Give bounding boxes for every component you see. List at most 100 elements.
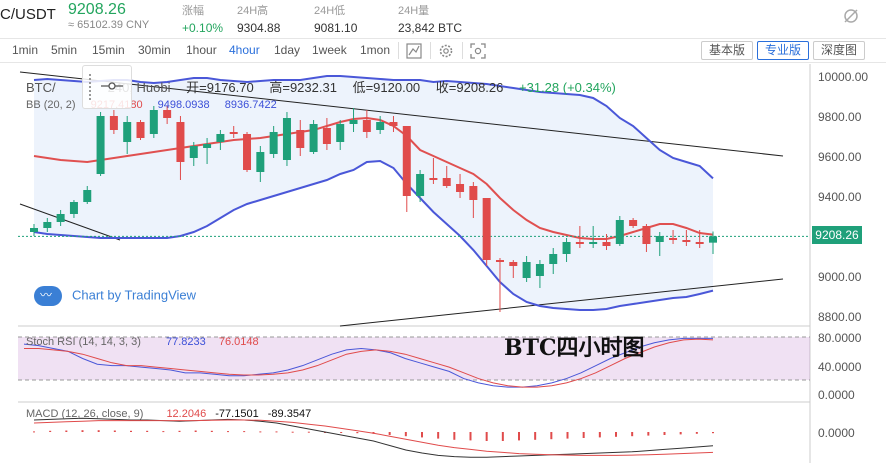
- tf-1hour[interactable]: 1hour: [186, 43, 217, 57]
- candle-body: [256, 152, 265, 172]
- legend-high: 高=9232.31: [269, 80, 337, 95]
- macd-histogram-bar: [388, 432, 391, 435]
- macd-histogram-bar: [437, 432, 440, 439]
- candle-body: [322, 128, 331, 144]
- tf-1day[interactable]: 1day: [274, 43, 301, 57]
- candle-body: [123, 122, 132, 142]
- tf-1mon[interactable]: 1mon: [360, 43, 391, 57]
- candle-body: [709, 236, 717, 243]
- macd-histogram-bar: [178, 430, 181, 432]
- depth-chart-button[interactable]: 深度图: [813, 41, 866, 60]
- bollinger-band-fill: [34, 76, 713, 310]
- tf-5min[interactable]: 5min: [51, 43, 78, 57]
- cny-price: ≈ 65102.39 CNY: [68, 19, 150, 31]
- candle-body: [189, 146, 198, 158]
- macd-histogram-bar: [146, 430, 149, 432]
- toolbar-divider: [398, 42, 399, 59]
- stat-low-label: 24H低: [314, 5, 346, 17]
- candle-body: [549, 254, 558, 264]
- candle-body: [362, 120, 371, 132]
- tf-30min[interactable]: 30min: [138, 43, 171, 57]
- ticker-header: C/USDT 9208.26 ≈ 65102.39 CNY 涨幅 +0.10% …: [0, 0, 886, 38]
- macd-legend: MACD (12, 26, close, 9) 12.2046 -77.1501…: [26, 408, 311, 420]
- candle-body: [429, 178, 438, 180]
- candle-body: [216, 134, 225, 142]
- stoch-rsi-name: Stoch RSI (14, 14, 3, 3): [26, 336, 141, 348]
- trend-line-tool-icon[interactable]: [99, 78, 125, 94]
- candle-body: [136, 122, 145, 138]
- macd-histogram-bar: [210, 430, 213, 432]
- candle-body: [282, 118, 291, 160]
- hide-eye-icon[interactable]: [842, 7, 860, 25]
- candle-body: [109, 116, 118, 130]
- stat-change-label: 涨幅: [182, 5, 204, 17]
- macd-histogram-bar: [501, 432, 504, 441]
- candle-body: [69, 202, 78, 214]
- tf-1week[interactable]: 1week: [312, 43, 347, 57]
- tradingview-watermark: Chart by TradingView: [34, 286, 196, 306]
- bb-lower-line: [33, 159, 714, 311]
- legend-change: +31.28 (+0.34%): [519, 80, 616, 95]
- macd-histogram-bar: [550, 432, 553, 440]
- stat-change-value: +0.10%: [182, 21, 224, 35]
- pair-title: C/USDT: [0, 6, 56, 23]
- drawing-toolbar[interactable]: [82, 65, 132, 109]
- macd-histogram-bar: [97, 430, 100, 432]
- chart-canvas[interactable]: [0, 64, 886, 463]
- candle-body: [615, 220, 624, 244]
- bb-upper-line: [33, 75, 714, 180]
- macd-histogram-bar: [162, 431, 165, 433]
- bollinger-legend: BB (20, 2) 9217.4180 9498.0938 8936.7422: [26, 99, 277, 111]
- drag-handle-icon[interactable]: [89, 74, 92, 100]
- basic-view-button[interactable]: 基本版: [701, 41, 754, 60]
- bb-name: BB (20, 2): [26, 99, 76, 111]
- candle-body: [269, 132, 278, 154]
- rsi-axis-label: 0.0000: [818, 388, 855, 402]
- price-chart[interactable]: BTC/240, Huobi 开=9176.70 高=9232.31 低=912…: [0, 64, 886, 463]
- stat-high-label: 24H高: [237, 5, 269, 17]
- macd-histogram-bar: [291, 431, 294, 433]
- stoch-rsi-k-value: 77.8233: [166, 336, 206, 348]
- candle-body: [389, 122, 398, 126]
- candle-body: [482, 198, 491, 260]
- ohlc-legend: BTC/240, Huobi 开=9176.70 高=9232.31 低=912…: [26, 77, 616, 96]
- candle-body: [562, 242, 571, 254]
- macd-histogram-bar: [679, 432, 682, 435]
- stoch-rsi-d-value: 76.0148: [218, 336, 259, 348]
- candle-body: [589, 242, 598, 244]
- macd-histogram-bar: [647, 432, 650, 436]
- pro-view-button[interactable]: 专业版: [757, 41, 810, 60]
- tf-15min[interactable]: 15min: [92, 43, 125, 57]
- indicator-icon[interactable]: [404, 41, 424, 61]
- macd-histogram-bar: [598, 432, 601, 438]
- candle-body: [682, 240, 691, 242]
- price-axis-label: 9600.00: [818, 150, 862, 164]
- current-price-label: 9208.26: [812, 226, 862, 244]
- stat-high: 24H高 9304.88: [237, 2, 280, 35]
- macd-histogram-bar: [534, 432, 537, 440]
- legend-low: 低=9120.00: [352, 80, 421, 95]
- candle-body: [416, 174, 425, 196]
- last-price: 9208.26: [68, 1, 126, 18]
- macd-histogram-bar: [631, 432, 634, 437]
- macd-histogram-bar: [518, 432, 520, 441]
- macd-histogram-bar: [663, 432, 666, 435]
- macd-histogram-bar: [275, 431, 278, 433]
- tf-4hour[interactable]: 4hour: [229, 43, 260, 57]
- legend-open: 开=9176.70: [186, 80, 254, 95]
- chart-caption: BTC四小时图: [504, 335, 645, 361]
- settings-gear-icon[interactable]: [436, 41, 456, 61]
- candle-body: [336, 124, 345, 142]
- legend-symbol: BTC/: [26, 80, 56, 95]
- tf-1min[interactable]: 1min: [12, 43, 39, 57]
- trendline: [19, 203, 121, 241]
- screenshot-icon[interactable]: [468, 41, 488, 61]
- macd-histogram-bar: [49, 430, 52, 432]
- macd-histogram-bar: [615, 432, 617, 437]
- macd-signal-line: [33, 419, 714, 456]
- macd-hist-value: 12.2046: [166, 408, 207, 420]
- stat-low-value: 9081.10: [314, 21, 358, 35]
- macd-histogram-bar: [356, 432, 359, 434]
- macd-histogram-bar: [259, 431, 262, 433]
- price-axis-label: 9000.00: [818, 270, 862, 284]
